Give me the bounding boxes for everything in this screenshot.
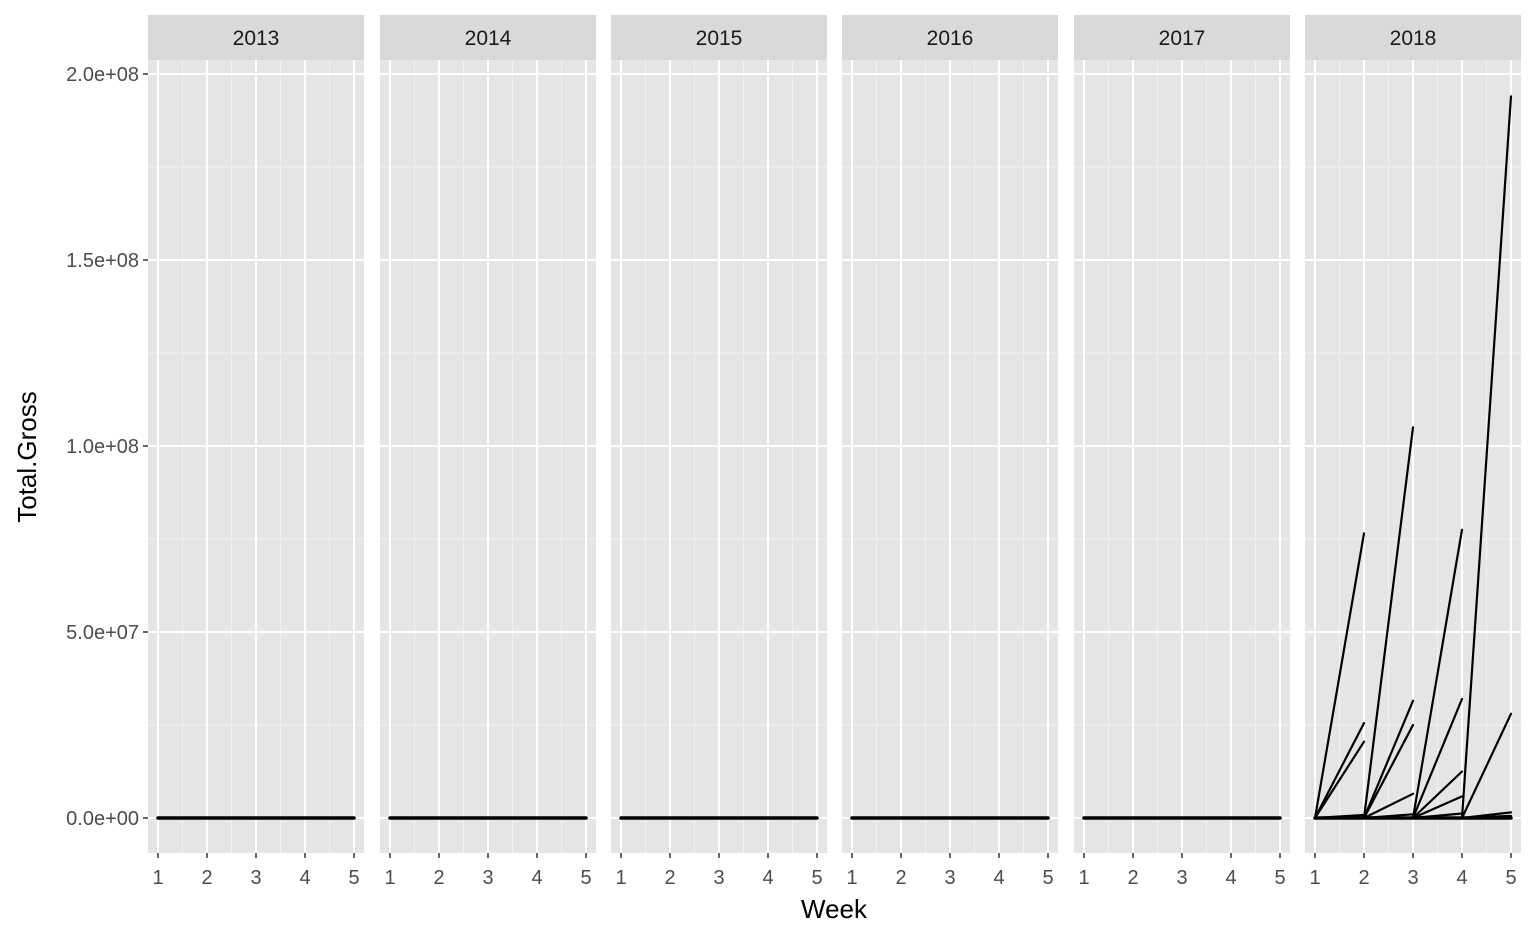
series-line — [1313, 740, 1366, 820]
facet-strip — [1305, 15, 1521, 60]
x-tick-label: 5 — [811, 867, 822, 889]
x-tick-label: 2 — [433, 867, 444, 889]
x-tick-label: 2 — [1358, 867, 1369, 889]
y-tick-label: 1.5e+08 — [66, 250, 139, 272]
x-tick-label: 5 — [1042, 867, 1053, 889]
facet-strip — [842, 15, 1058, 60]
facet-strip-label: 2016 — [927, 27, 974, 50]
x-tick-label: 4 — [1225, 867, 1236, 889]
x-tick-label: 1 — [846, 867, 857, 889]
series-line — [1362, 723, 1415, 820]
facet-strip-label: 2013 — [233, 27, 280, 50]
x-tick-label: 2 — [664, 867, 675, 889]
facet-strip — [380, 15, 596, 60]
series-line — [1313, 532, 1366, 820]
facet-strip — [611, 15, 827, 60]
series-line — [1362, 699, 1415, 820]
facet-strip-label: 2018 — [1390, 27, 1437, 50]
x-tick-label: 4 — [1456, 867, 1467, 889]
series-line — [1362, 426, 1415, 820]
x-tick-label: 5 — [348, 867, 359, 889]
x-tick-label: 4 — [531, 867, 542, 889]
facet-strip-label: 2015 — [696, 27, 743, 50]
x-tick-label: 3 — [1176, 867, 1187, 889]
x-tick-label: 1 — [152, 867, 163, 889]
x-tick-label: 1 — [1078, 867, 1089, 889]
y-axis-title: Total.Gross — [12, 391, 42, 523]
x-tick-label: 3 — [250, 867, 261, 889]
x-tick-label: 4 — [993, 867, 1004, 889]
facet-strip-label: 2014 — [465, 27, 512, 50]
series-line — [1362, 792, 1415, 820]
x-tick-label: 4 — [299, 867, 310, 889]
x-tick-label: 5 — [1505, 867, 1516, 889]
x-tick-label: 1 — [384, 867, 395, 889]
x-tick-label: 4 — [762, 867, 773, 889]
y-tick-label: 2.0e+08 — [66, 64, 139, 86]
series-line — [1313, 721, 1366, 820]
y-tick-label: 5.0e+07 — [66, 622, 139, 644]
series-line — [1411, 770, 1464, 820]
x-tick-label: 1 — [1309, 867, 1320, 889]
x-tick-label: 5 — [580, 867, 591, 889]
x-axis-title: Week — [801, 894, 868, 924]
x-tick-label: 5 — [1274, 867, 1285, 889]
series-line — [1411, 795, 1464, 820]
series-line — [1460, 95, 1513, 820]
x-tick-label: 3 — [1407, 867, 1418, 889]
y-tick-label: 1.0e+08 — [66, 436, 139, 458]
x-tick-label: 3 — [944, 867, 955, 889]
facet-strip — [1074, 15, 1290, 60]
y-tick-label: 0.0e+00 — [66, 808, 139, 830]
facet-strip-label: 2017 — [1159, 27, 1206, 50]
x-tick-label: 2 — [895, 867, 906, 889]
x-tick-label: 1 — [615, 867, 626, 889]
x-tick-label: 2 — [1127, 867, 1138, 889]
x-tick-label: 3 — [713, 867, 724, 889]
series-line — [1460, 712, 1513, 820]
series-line — [1411, 697, 1464, 820]
series-line — [1411, 528, 1464, 820]
facet-strip — [148, 15, 364, 60]
x-tick-label: 3 — [482, 867, 493, 889]
x-tick-label: 2 — [201, 867, 212, 889]
